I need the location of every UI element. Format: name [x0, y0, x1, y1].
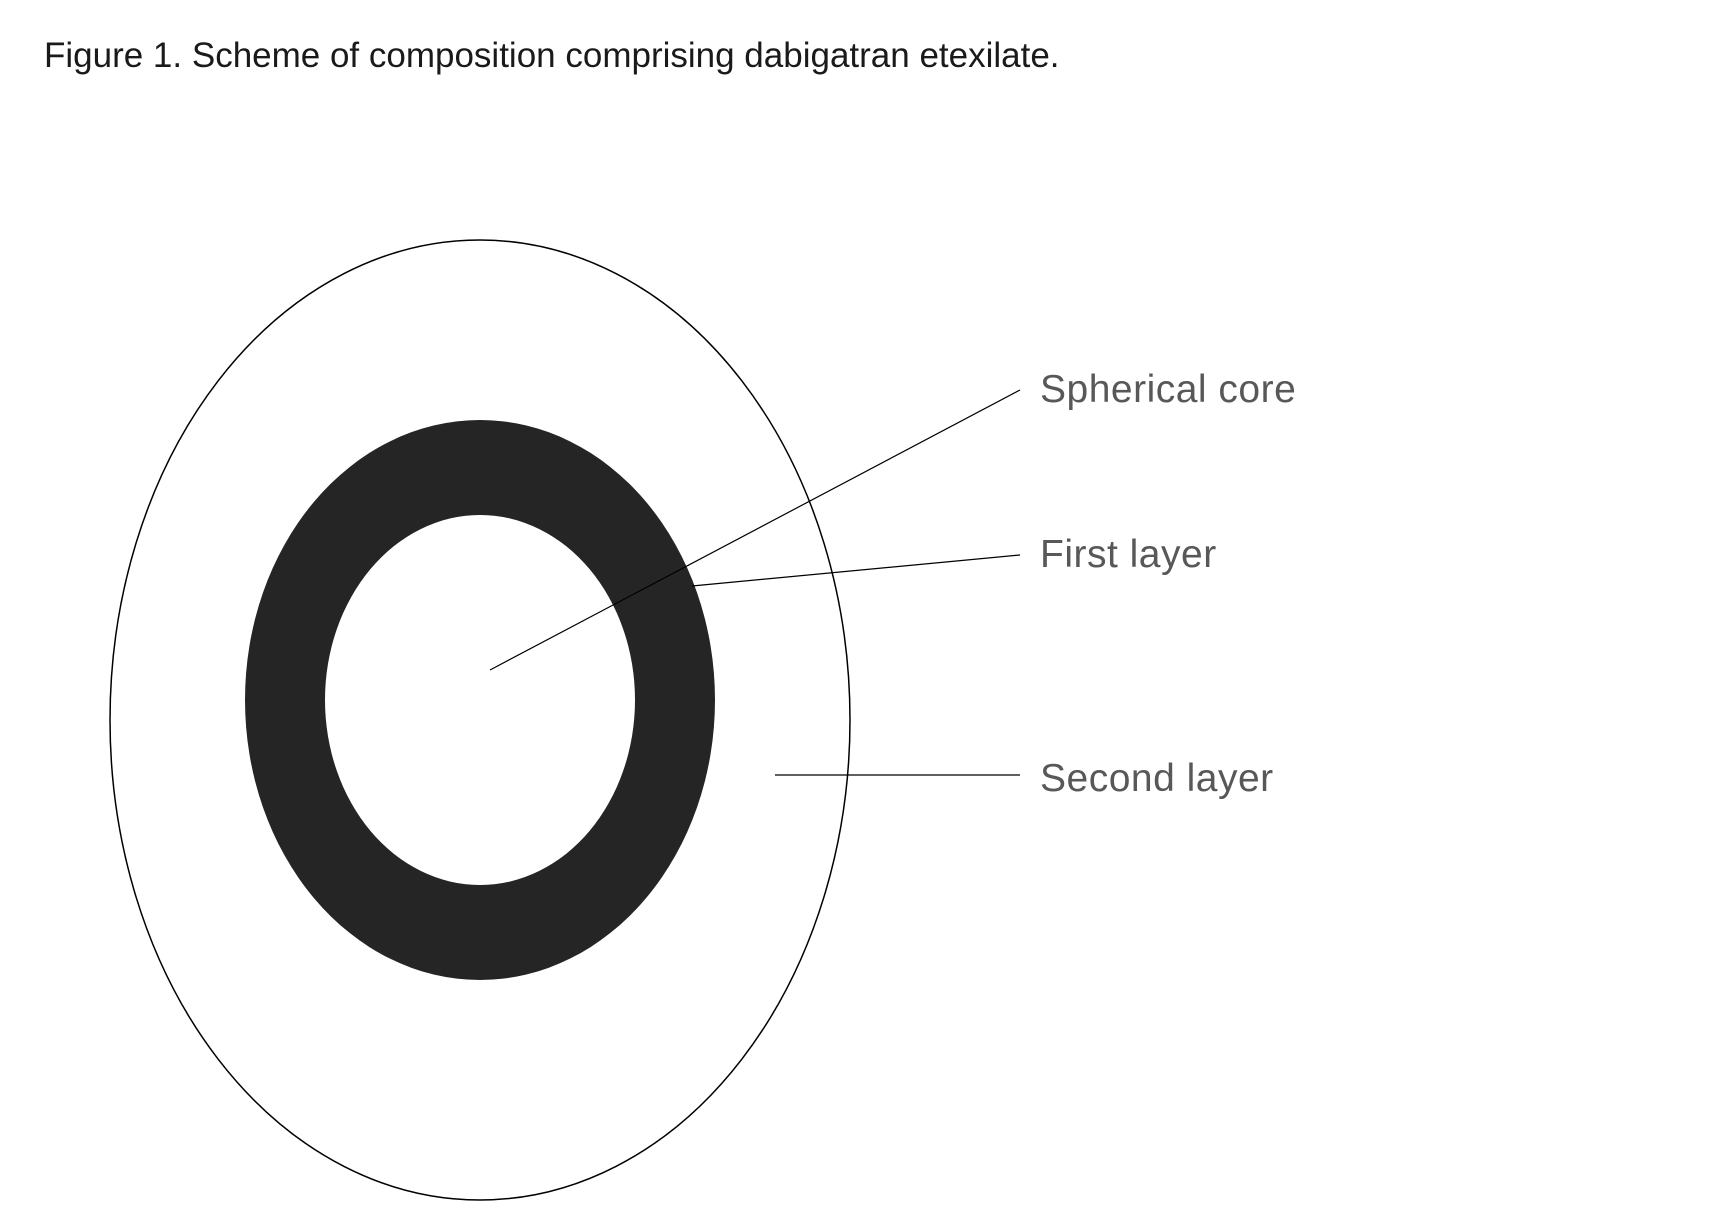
first-layer-ring: [245, 420, 715, 980]
outer-circle: [110, 240, 850, 1200]
diagram-svg: [0, 0, 1726, 1227]
leader-line-first-layer: [692, 555, 1020, 586]
label-spherical-core: Spherical core: [1040, 368, 1296, 412]
label-second-layer: Second layer: [1040, 757, 1274, 801]
label-first-layer: First layer: [1040, 533, 1217, 577]
figure-caption: Figure 1. Scheme of composition comprisi…: [44, 36, 1060, 76]
